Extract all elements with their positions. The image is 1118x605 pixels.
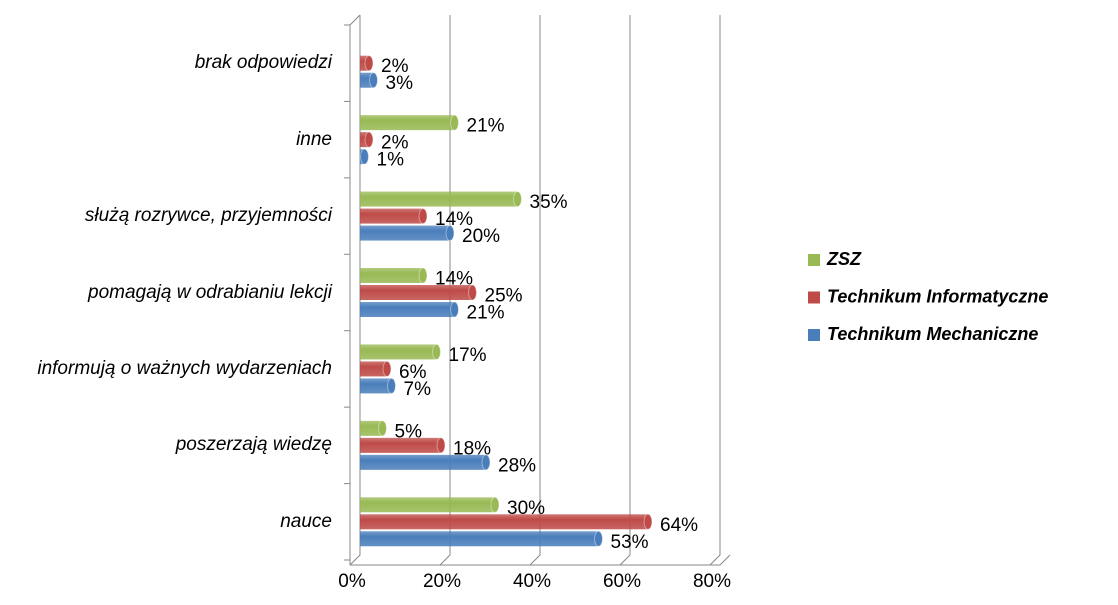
value-label: 2% (381, 133, 409, 154)
bar-cap (450, 114, 459, 131)
bar (360, 454, 486, 470)
y-tick-label: informują o ważnych wydarzeniach (37, 357, 332, 379)
value-label: 30% (507, 498, 545, 519)
bar-cap (360, 148, 369, 165)
y-tick-label: brak odpowiedzi (194, 52, 332, 74)
value-label: 14% (435, 209, 473, 230)
bar (360, 344, 437, 360)
grid-line (529, 15, 541, 566)
bar (360, 225, 450, 241)
bar-cap (468, 284, 477, 301)
bar (360, 191, 518, 207)
floor (350, 554, 731, 566)
value-label: 21% (467, 116, 505, 137)
legend-swatch (808, 329, 820, 341)
grid-line (619, 15, 631, 566)
x-tick-label: 0% (338, 571, 366, 592)
bar (360, 437, 441, 453)
bar-cap (490, 496, 500, 513)
value-label: 6% (399, 362, 427, 383)
value-label: 3% (386, 73, 414, 94)
bar (360, 531, 599, 547)
bar-cap (450, 301, 459, 318)
bar-cap (418, 208, 428, 225)
value-label: 1% (377, 150, 405, 171)
legend-swatch (808, 291, 820, 304)
bar-cap (382, 360, 392, 377)
bar (360, 285, 473, 300)
bar-cap (445, 225, 455, 242)
value-label: 7% (404, 379, 432, 400)
x-tick-label: 40% (513, 571, 551, 592)
value-label: 14% (435, 269, 473, 290)
bar (360, 55, 369, 71)
y-tick-label: służą rozrywce, przyjemności (84, 205, 332, 227)
bar (360, 208, 423, 224)
x-tick-label: 60% (603, 571, 641, 592)
bar-cap (432, 343, 441, 360)
bar (360, 361, 387, 377)
bar-cap (387, 377, 396, 394)
legend-label: ZSZ (826, 249, 862, 269)
bar-cap (481, 454, 491, 471)
bar-cap (364, 55, 374, 72)
bar-cap (369, 72, 378, 89)
bar (360, 514, 648, 530)
bar (360, 132, 369, 148)
value-label: 64% (660, 515, 698, 536)
legend-label: Technikum Mechaniczne (827, 324, 1038, 344)
grid-line (349, 15, 361, 566)
value-label: 53% (611, 532, 649, 553)
value-label: 35% (530, 192, 568, 213)
value-label: 5% (395, 421, 423, 442)
value-label: 21% (467, 303, 505, 324)
bar-cap (594, 530, 603, 547)
bar-cap (378, 420, 387, 437)
y-tick-label: poszerzają wiedzę (175, 434, 332, 456)
bar (360, 497, 495, 513)
y-tick-label: inne (296, 128, 332, 150)
x-tick-label: 80% (693, 571, 731, 592)
bar (360, 268, 423, 283)
value-label: 28% (498, 455, 536, 476)
legend-swatch (808, 254, 820, 266)
value-label: 25% (485, 286, 523, 307)
y-tick-label: pomagają w odrabianiu lekcji (88, 281, 332, 303)
bar-cap (364, 131, 374, 148)
bar-cap (513, 191, 522, 208)
bar (360, 378, 392, 394)
legend-label: Technikum Informatyczne (827, 286, 1048, 306)
grid-line (709, 15, 721, 566)
bar (360, 115, 455, 131)
value-label: 17% (449, 345, 487, 366)
bar-cap (418, 267, 428, 284)
axis-wall (349, 14, 361, 565)
value-label: 2% (381, 56, 409, 77)
bar (360, 302, 455, 317)
value-label: 18% (453, 438, 491, 459)
bar-cap (436, 437, 446, 454)
value-label: 20% (462, 226, 500, 247)
bar (360, 420, 383, 436)
y-tick-label: nauce (280, 510, 332, 532)
x-tick-label: 20% (423, 571, 461, 592)
bar-cap (643, 513, 653, 530)
